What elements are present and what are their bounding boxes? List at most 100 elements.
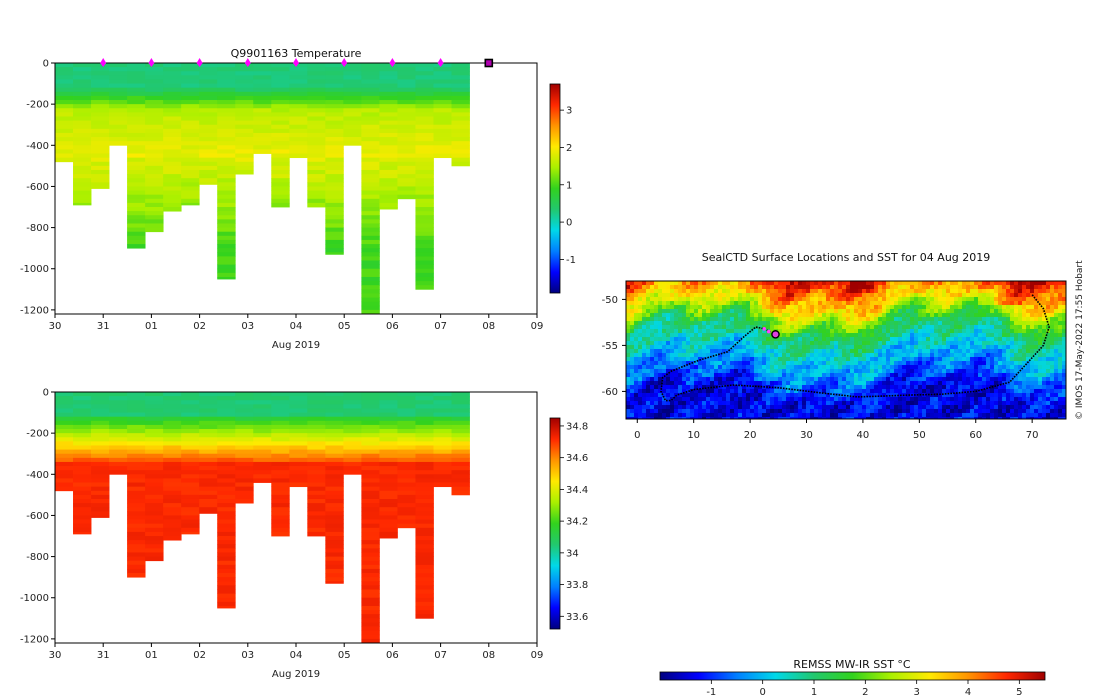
sst-cell (898, 293, 903, 298)
sst-cell (646, 293, 651, 298)
sst-cell (630, 289, 635, 294)
profile-cell (415, 404, 434, 409)
sst-cell (658, 365, 663, 370)
profile-cell (415, 120, 434, 126)
profile-cell (253, 91, 272, 97)
profile-cell (271, 441, 290, 446)
sst-cell (1038, 329, 1043, 334)
sst-cell (722, 349, 727, 354)
profile-cell (325, 215, 344, 220)
sst-cell (690, 281, 695, 286)
sst-cell (826, 381, 831, 386)
sst-cell (1062, 301, 1066, 306)
sst-cell (906, 305, 911, 310)
sst-cell (806, 329, 811, 334)
sst-cell (1062, 365, 1066, 370)
sst-cell (878, 353, 883, 358)
profile-cell (433, 457, 452, 463)
profile-cell (361, 268, 380, 274)
sst-cell (1042, 293, 1047, 298)
sst-cell (982, 337, 987, 342)
sst-cell (878, 361, 883, 366)
sst-cell (790, 389, 795, 394)
profile-cell (55, 408, 74, 413)
sst-cell (838, 373, 843, 378)
profile-cell (451, 91, 470, 97)
profile-cell (73, 186, 92, 191)
profile-cell (271, 408, 290, 413)
profile-cell (397, 478, 416, 483)
sst-cell (766, 361, 771, 366)
profile-cell (235, 466, 254, 471)
profile-cell (91, 137, 110, 142)
profile-cell (127, 79, 146, 84)
sst-cell (922, 321, 927, 326)
sst-cell (954, 365, 959, 370)
sst-cell (862, 389, 867, 394)
sst-cell (970, 385, 975, 390)
sst-cell (774, 373, 779, 378)
sst-cell (862, 301, 867, 306)
sst-cell (754, 353, 759, 358)
sst-cell (934, 389, 939, 394)
profile-cell (235, 457, 254, 463)
sst-cell (726, 369, 731, 374)
sst-cell (962, 297, 967, 302)
profile-cell (217, 83, 236, 89)
sst-cell (862, 329, 867, 334)
sst-cell (750, 305, 755, 310)
sst-cell (1038, 369, 1043, 374)
profile-cell (307, 404, 326, 409)
sst-cell (634, 285, 639, 290)
sst-cell (690, 349, 695, 354)
sst-cell (978, 289, 983, 294)
profile-cell (73, 466, 92, 471)
profile-cell (163, 482, 182, 488)
profile-cell (91, 174, 110, 179)
sst-cell (694, 289, 699, 294)
sst-cell (730, 329, 735, 334)
sst-cell (922, 285, 927, 290)
sst-cell (818, 365, 823, 370)
sst-cell (1042, 313, 1047, 318)
profile-cell (91, 466, 110, 471)
sst-cell (698, 389, 703, 394)
sst-cell (782, 345, 787, 350)
profile-cell (361, 276, 380, 282)
profile-cell (361, 264, 380, 270)
sst-cell (794, 293, 799, 298)
sst-cell (894, 309, 899, 314)
sst-cell (850, 313, 855, 318)
profile-cell (307, 486, 326, 492)
profile-cell (433, 453, 452, 459)
sst-cell (678, 329, 683, 334)
profile-cell (199, 67, 218, 72)
sst-cell (966, 373, 971, 378)
sst-cell (1022, 393, 1027, 398)
sst-cell (758, 305, 763, 310)
profile-cell (181, 120, 200, 126)
sst-cell (1030, 381, 1035, 386)
sst-cell (710, 305, 715, 310)
profile-cell (127, 404, 146, 409)
profile-cell (91, 149, 110, 154)
profile-cell (397, 515, 416, 520)
sst-cell (818, 385, 823, 390)
profile-cell (325, 202, 344, 208)
sst-cell (906, 345, 911, 350)
sst-cell (626, 293, 631, 298)
sst-cell (830, 369, 835, 374)
profile-cell (217, 207, 236, 212)
profile-cell (163, 132, 182, 138)
sst-cell (838, 349, 843, 354)
sst-cell (774, 301, 779, 306)
sst-cell (1050, 365, 1055, 370)
sst-cell (750, 393, 755, 398)
sst-cell (790, 293, 795, 298)
sst-cell (906, 353, 911, 358)
sst-cell (974, 373, 979, 378)
x-tick-label: 03 (241, 650, 254, 661)
sst-cell (674, 381, 679, 386)
profile-cell (343, 112, 362, 117)
profile-cell (235, 449, 254, 455)
